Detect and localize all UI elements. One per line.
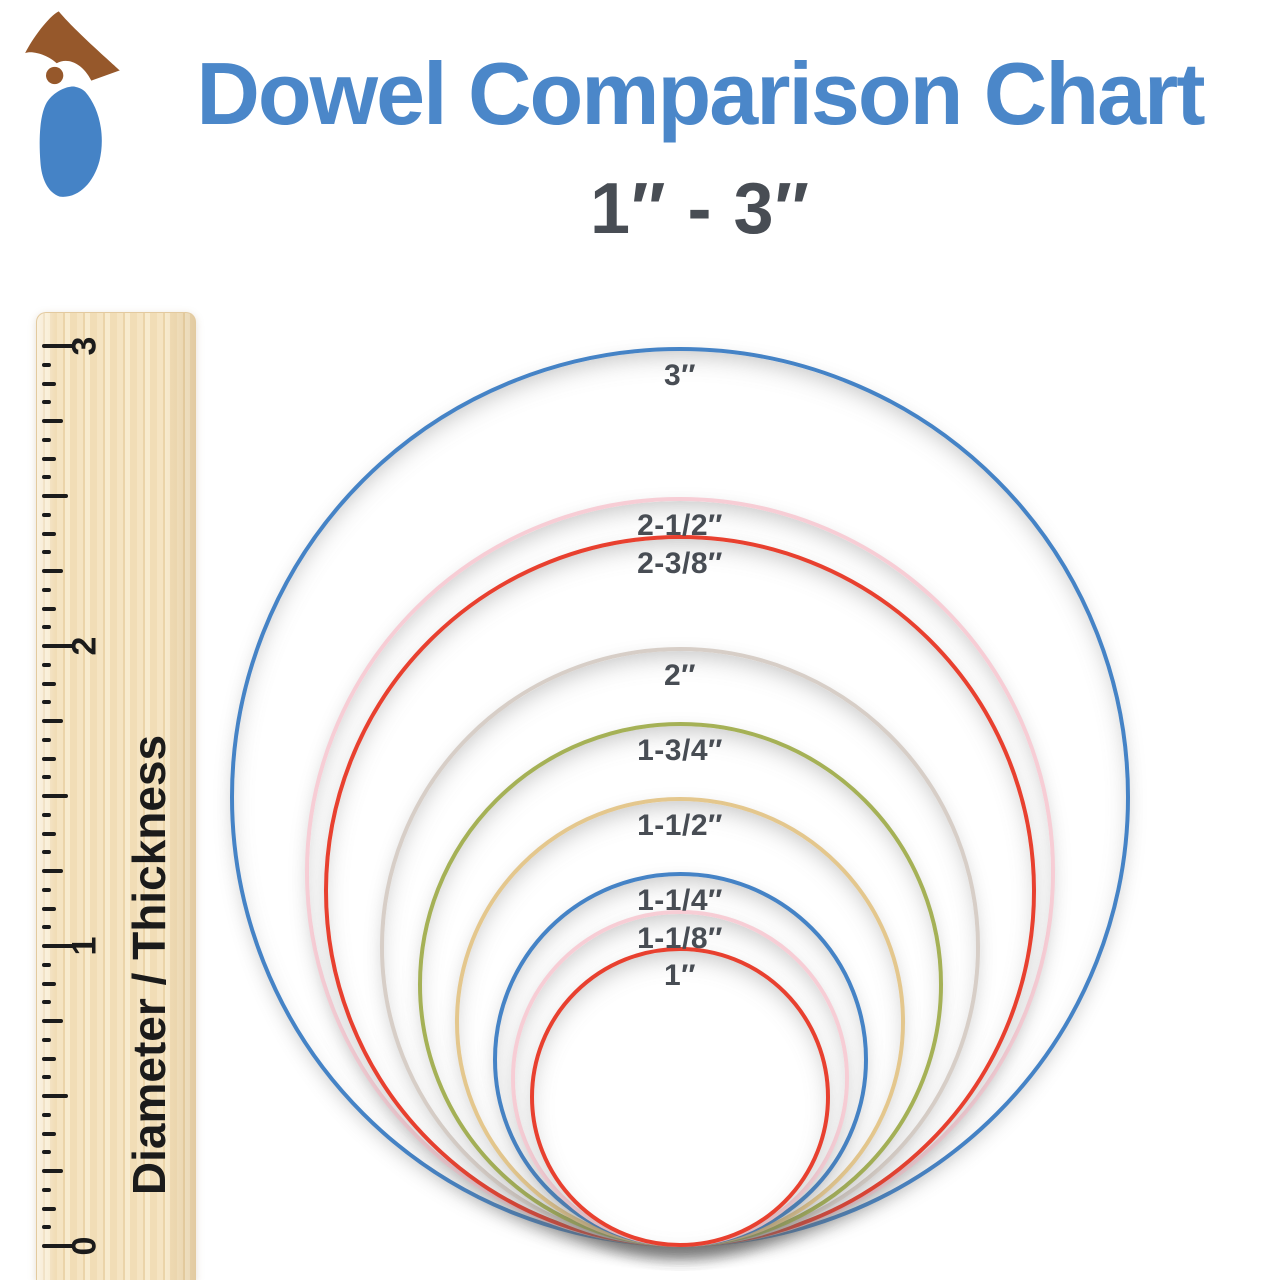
ruler-tick: [42, 456, 56, 461]
ruler-tick: [42, 550, 51, 555]
ruler-tick: [42, 775, 51, 780]
ruler-tick: [42, 606, 56, 611]
ruler-tick: [42, 1094, 68, 1098]
ruler: 0 1 2 3 Diameter / Thickness: [36, 312, 196, 1280]
dowel-circle-label-2.375in: 2-3/8″: [637, 546, 723, 580]
ruler-tick: [42, 681, 56, 686]
woodpecker-logo-icon: [25, 11, 120, 197]
ruler-axis-label: Diameter / Thickness: [123, 734, 175, 1196]
ruler-tick: [42, 475, 51, 480]
ruler-number-0: 0: [65, 1236, 104, 1256]
ruler-tick: [42, 1150, 51, 1155]
dowel-circle-label-1.75in: 1-3/4″: [637, 734, 723, 767]
ruler-tick: [42, 944, 74, 948]
dowel-circle-label-1.25in: 1-1/4″: [637, 884, 723, 917]
ruler-tick: [42, 756, 56, 761]
ruler-tick: [42, 1169, 63, 1173]
page-title: Dowel Comparison Chart: [196, 44, 1205, 143]
ruler-tick: [42, 962, 51, 967]
page-subtitle: 1″ - 3″: [589, 169, 811, 249]
ruler-tick: [42, 1131, 56, 1136]
dowel-circle-1in: [530, 947, 830, 1247]
ruler-tick: [42, 362, 51, 367]
ruler-tick: [42, 1112, 51, 1117]
ruler-number-2: 2: [65, 636, 104, 656]
ruler-number-3: 3: [65, 336, 104, 356]
ruler-tick: [42, 737, 51, 742]
ruler-tick: [42, 1187, 51, 1192]
ruler-tick: [42, 494, 68, 498]
ruler-tick: [42, 887, 51, 892]
ruler-tick: [42, 625, 51, 630]
ruler-tick: [42, 1000, 51, 1005]
ruler-tick: [42, 831, 56, 836]
ruler-tick: [42, 531, 56, 536]
ruler-number-1: 1: [65, 936, 104, 956]
ruler-tick: [42, 400, 51, 405]
dowel-circle-label-2in: 2″: [663, 659, 697, 692]
ruler-tick: [42, 381, 56, 386]
ruler-tick: [42, 925, 51, 930]
dowel-circle-label-3in: 3″: [663, 359, 697, 392]
ruler-tick: [42, 1244, 74, 1248]
ruler-tick: [42, 662, 51, 667]
ruler-tick: [42, 419, 63, 423]
dowel-circle-label-1.125in: 1-1/8″: [637, 921, 723, 955]
ruler-tick: [42, 1225, 51, 1230]
ruler-tick: [42, 512, 51, 517]
dowel-circle-label-1in: 1″: [663, 959, 697, 992]
ruler-tick: [42, 906, 56, 911]
ruler-tick: [42, 812, 51, 817]
dowel-circle-label-2.5in: 2-1/2″: [637, 509, 723, 542]
dowel-circle-label-1.5in: 1-1/2″: [637, 809, 723, 842]
ruler-tick: [42, 1037, 51, 1042]
ruler-tick: [42, 569, 63, 573]
ruler-tick: [42, 644, 74, 648]
ruler-tick: [42, 1019, 63, 1023]
ruler-tick: [42, 719, 63, 723]
ruler-tick: [42, 437, 51, 442]
ruler-tick: [42, 700, 51, 705]
ruler-tick: [42, 794, 68, 798]
ruler-tick: [42, 850, 51, 855]
ruler-tick: [42, 981, 56, 986]
ruler-tick: [42, 1056, 56, 1061]
ruler-tick: [42, 344, 74, 348]
ruler-tick: [42, 587, 51, 592]
ruler-tick: [42, 1075, 51, 1080]
ruler-tick: [42, 869, 63, 873]
ruler-tick: [42, 1206, 56, 1211]
